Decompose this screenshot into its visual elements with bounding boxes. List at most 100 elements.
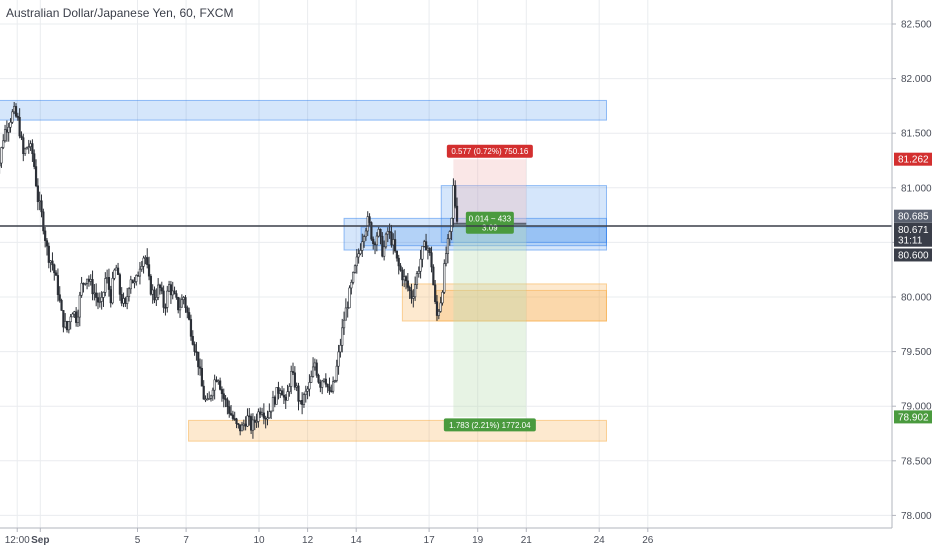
candle-body: [31, 143, 34, 155]
candle: [76, 309, 80, 328]
candle-body: [67, 321, 70, 331]
candle-body: [126, 296, 129, 304]
time-tick-label: 12:00: [5, 535, 30, 546]
candle: [133, 277, 136, 289]
candle-body: [250, 416, 253, 431]
candle: [286, 384, 289, 401]
candle: [84, 282, 87, 286]
candle: [100, 291, 103, 310]
candle-body: [352, 272, 355, 283]
candle: [399, 263, 402, 272]
candle-body: [268, 411, 271, 419]
candle: [149, 274, 152, 296]
candle-body: [198, 366, 202, 369]
candle: [138, 261, 142, 285]
candle: [448, 230, 451, 246]
candle-body: [370, 222, 373, 240]
candle: [255, 413, 258, 428]
candle-body: [140, 266, 143, 270]
candle: [3, 124, 7, 143]
candle: [44, 227, 47, 248]
candle-body: [324, 378, 327, 385]
candle: [67, 321, 70, 334]
candle: [147, 256, 151, 281]
candle-body: [215, 379, 218, 382]
candle: [124, 296, 127, 307]
candle-body: [162, 290, 165, 308]
candle: [446, 234, 450, 264]
candle: [341, 318, 344, 353]
candle: [317, 373, 320, 384]
candle: [372, 236, 375, 250]
candle-body: [233, 418, 236, 420]
support-zone-5[interactable]: [435, 289, 607, 322]
candle-body: [392, 239, 395, 246]
candle: [189, 314, 193, 341]
chart-title: Australian Dollar/Japanese Yen, 60, FXCM: [6, 6, 234, 20]
candle-body: [264, 417, 267, 420]
candle-body: [332, 381, 335, 392]
candle-body: [182, 297, 185, 300]
candle-body: [321, 380, 324, 388]
candle: [106, 269, 109, 284]
candle-body: [224, 398, 227, 401]
candle-body: [450, 217, 453, 232]
price-tick-label: 79.500: [901, 347, 932, 358]
candle-body: [404, 276, 408, 282]
candle-body: [80, 282, 83, 296]
candle-body: [13, 106, 16, 113]
resistance-zone-0[interactable]: [0, 99, 607, 121]
candle: [40, 194, 43, 218]
candle-body: [49, 260, 52, 263]
candle-body: [107, 277, 111, 290]
candle-body: [25, 147, 29, 150]
risk-label-bg: [446, 144, 533, 158]
candle: [126, 287, 129, 310]
candle: [368, 213, 371, 226]
candle: [116, 262, 120, 275]
candle-body: [226, 399, 229, 407]
candle-body: [277, 387, 280, 394]
candle: [406, 272, 409, 292]
candle-body: [313, 362, 316, 368]
candle: [47, 242, 50, 269]
candle: [412, 289, 415, 308]
reward-area[interactable]: [453, 223, 527, 417]
candle-body: [102, 292, 105, 298]
candle: [209, 394, 213, 402]
price-badge: 80.685: [894, 209, 932, 223]
candle: [275, 387, 278, 405]
candle: [390, 224, 393, 248]
candle: [220, 386, 224, 402]
candle: [362, 234, 366, 248]
candle-body: [375, 235, 378, 246]
candle: [454, 180, 457, 209]
candle-body: [142, 257, 145, 267]
candle-body: [133, 281, 136, 284]
candle: [432, 264, 435, 286]
candle-body: [270, 410, 273, 413]
candle: [65, 320, 69, 333]
candle: [332, 376, 335, 394]
candle-body: [38, 200, 41, 203]
candle-body: [282, 394, 286, 398]
candle: [135, 274, 138, 286]
candle-body: [129, 279, 132, 290]
candle: [45, 238, 49, 256]
candle: [162, 285, 165, 313]
price-badge-text: 80.600: [898, 250, 929, 261]
candle-body: [144, 257, 147, 259]
candle: [11, 109, 14, 124]
candle: [5, 120, 8, 142]
candle: [361, 233, 364, 258]
candle-body: [98, 301, 101, 303]
candle: [268, 403, 271, 419]
candle-body: [146, 257, 149, 265]
candle: [328, 377, 331, 395]
candle: [335, 359, 338, 383]
candle: [291, 362, 295, 376]
candle: [197, 351, 200, 376]
candle: [280, 385, 284, 396]
candle-body: [60, 300, 63, 311]
